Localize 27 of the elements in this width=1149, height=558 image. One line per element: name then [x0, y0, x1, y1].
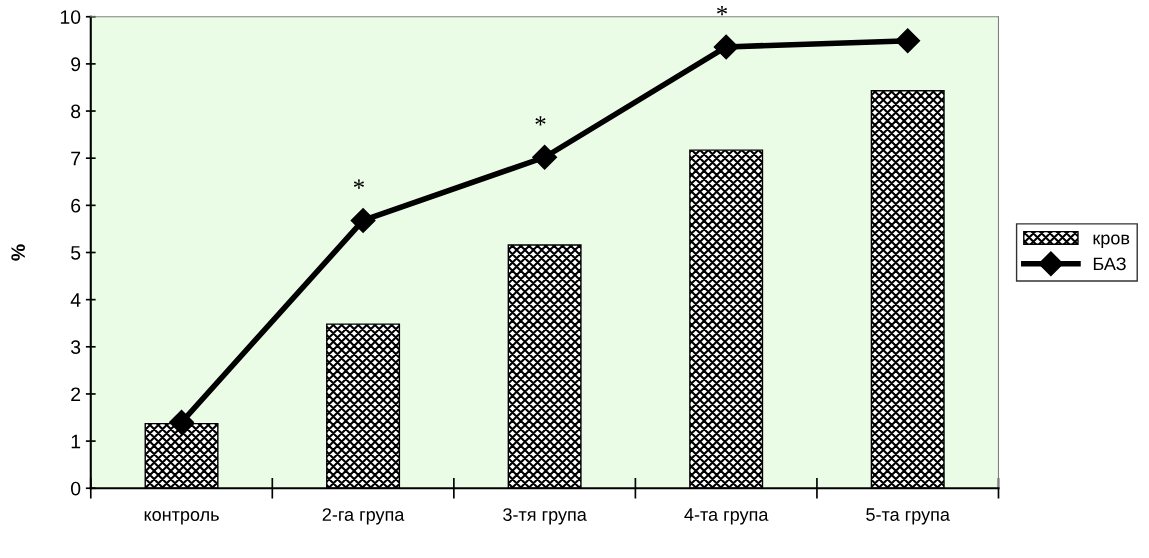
annotation: * [535, 116, 546, 126]
y-tick-label: 7 [71, 151, 81, 166]
y-axis-title: % [11, 244, 25, 261]
y-tick-label: 10 [60, 10, 81, 24]
y-tick-label: 8 [71, 104, 81, 119]
y-tick-label: 6 [71, 198, 81, 213]
annotation: * [353, 179, 364, 189]
point [169, 409, 195, 435]
legend-label: кров [1093, 234, 1130, 248]
y-tick-label: 0 [71, 481, 81, 496]
x-tick-label: 5-та група [866, 508, 950, 525]
y-tick-label: 3 [70, 340, 81, 355]
x-tick-label: 3-тя група [503, 508, 587, 525]
y-tick-label: 2 [71, 387, 81, 401]
x-tick-label: 4-та група [684, 508, 769, 525]
y-tick-label: 4 [70, 293, 81, 307]
x-tick-label: 2-га група [322, 508, 405, 525]
point [532, 144, 558, 170]
x-tick-label: контроль [144, 511, 219, 525]
y-tick-label: 9 [71, 57, 81, 72]
point [895, 28, 921, 54]
point [713, 34, 739, 60]
point [350, 207, 376, 233]
y-tick-label: 1 [71, 434, 81, 449]
y-tick-label: 5 [71, 246, 81, 260]
legend-label: БАЗ [1093, 257, 1126, 271]
annotation: * [716, 6, 728, 16]
